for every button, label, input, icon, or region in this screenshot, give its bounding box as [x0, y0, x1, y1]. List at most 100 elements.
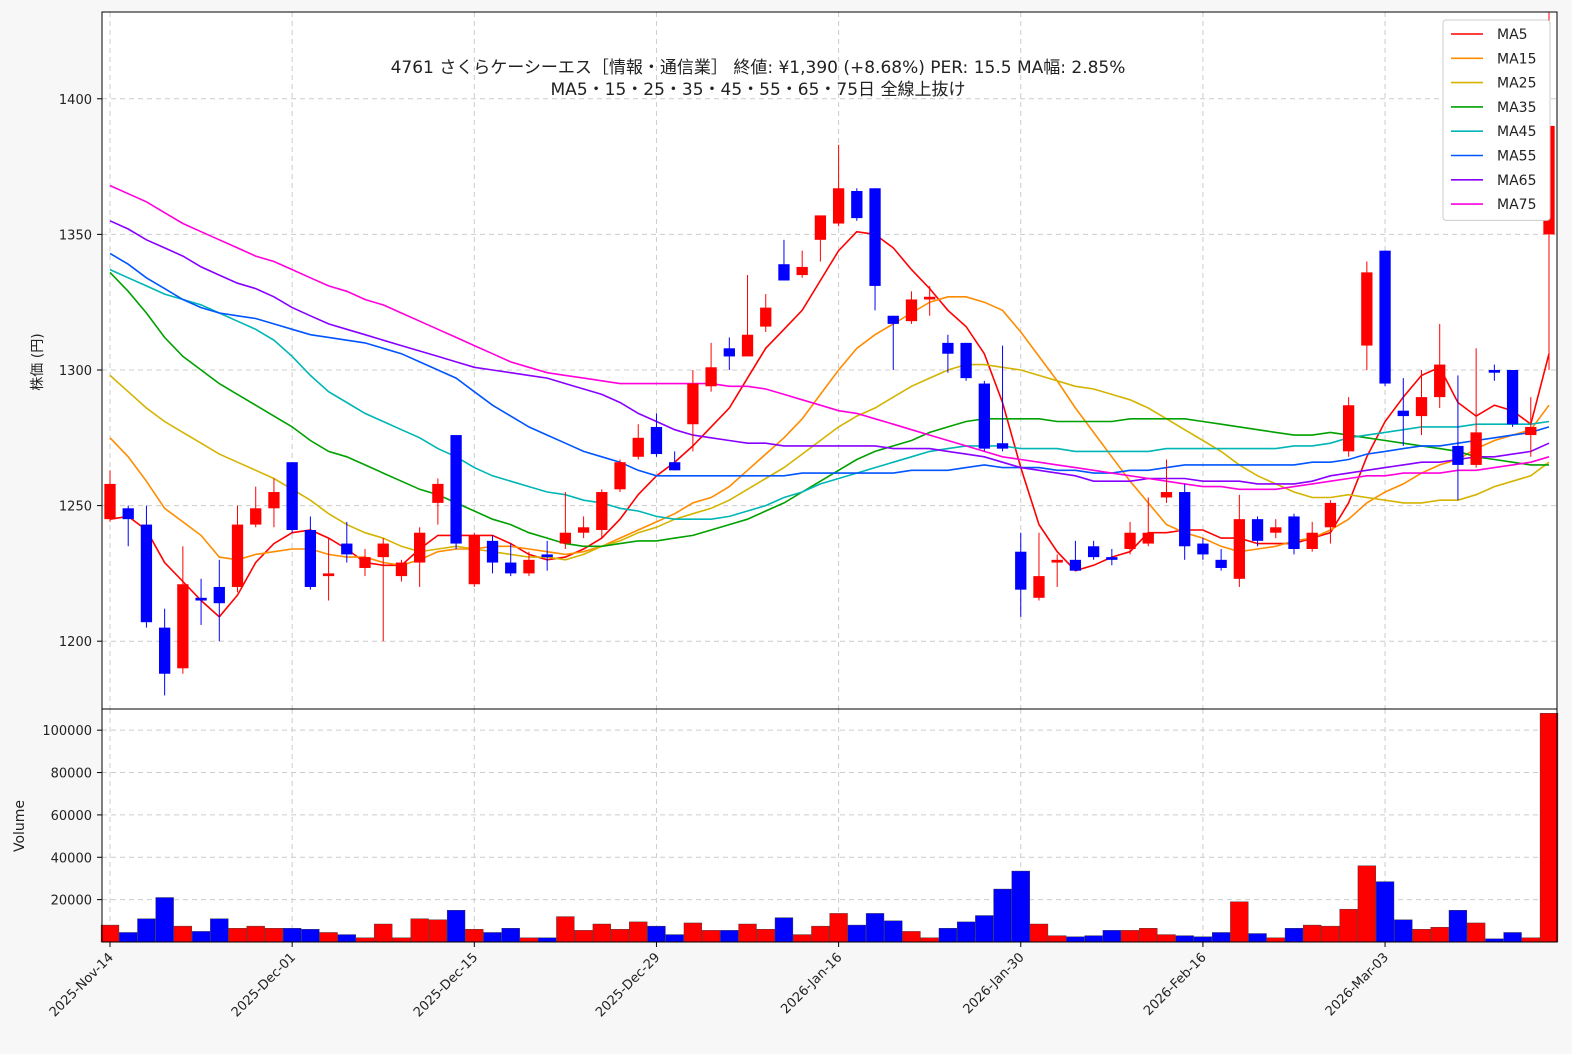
volume-bar	[283, 928, 302, 943]
legend-label: MA55	[1497, 149, 1536, 165]
price-y-ticks: 1200 1250 1300 1350 1400	[59, 93, 102, 650]
candle-body-down	[1288, 516, 1300, 549]
candle-body-down	[195, 597, 207, 601]
candle-body-up	[359, 557, 371, 568]
candle-body-down	[996, 443, 1009, 449]
price-tick-label: 1300	[59, 364, 92, 379]
candle-body-up	[905, 299, 918, 322]
candle-body-up	[1051, 559, 1063, 563]
volume-bar	[1394, 919, 1413, 943]
candle-body-down	[1069, 559, 1082, 571]
candle-body-up	[231, 524, 244, 587]
candle-body-up	[1525, 426, 1537, 436]
volume-bar	[1212, 932, 1231, 943]
volume-bar	[483, 932, 502, 943]
candle-body-down	[869, 188, 881, 286]
candle-body-up	[1324, 502, 1337, 528]
volume-y-axis-label: Volume	[12, 800, 28, 852]
volume-bar	[629, 921, 648, 943]
candle-body-up	[1470, 432, 1482, 465]
volume-bar	[1539, 713, 1559, 943]
candle-body-down	[723, 348, 735, 357]
candle-body-up	[322, 573, 335, 577]
candle-body-down	[1087, 546, 1100, 558]
volume-bar	[720, 930, 739, 943]
volume-bar	[1303, 924, 1322, 943]
ma-line-ma75	[109, 184, 1550, 491]
volume-bar	[137, 918, 156, 943]
candle-body-up	[559, 532, 572, 544]
legend-label: MA15	[1497, 51, 1536, 67]
volume-bar	[774, 917, 794, 943]
volume-bar	[228, 928, 247, 943]
volume-bar	[446, 910, 466, 943]
volume-bar	[1467, 922, 1486, 943]
candle-body-up	[596, 492, 608, 531]
volume-bar	[392, 937, 411, 943]
volume-bar	[1266, 937, 1285, 943]
candle-body-up	[632, 437, 644, 457]
candle-body-down	[304, 530, 317, 587]
legend-label: MA25	[1497, 76, 1536, 92]
volume-bar	[811, 925, 830, 943]
candle-body-down	[1397, 410, 1409, 417]
candle-body-down	[122, 508, 134, 520]
volume-bar	[1175, 935, 1194, 943]
candle-body-down	[942, 342, 954, 354]
volume-bar	[592, 923, 611, 943]
volume-bar	[465, 929, 484, 943]
chart-title-line2: MA5・15・25・35・45・55・65・75日 全線上抜け	[551, 80, 966, 100]
volume-tick-label: 80000	[51, 767, 92, 782]
volume-bar	[1430, 926, 1449, 943]
volume-bar	[829, 913, 848, 943]
price-panel	[102, 12, 1557, 709]
volume-bar	[210, 918, 229, 943]
legend-label: MA5	[1497, 27, 1528, 43]
candle-body-up	[832, 188, 845, 224]
ma-line-ma45	[109, 268, 1550, 521]
candle-body-up	[1415, 397, 1428, 417]
volume-bar	[1193, 936, 1213, 943]
volume-bar	[1339, 908, 1358, 943]
candle-body-down	[1488, 369, 1501, 373]
candle-body-up	[924, 296, 936, 300]
volume-bar	[246, 925, 265, 943]
volume-bar	[1230, 901, 1249, 943]
candle-body-up	[177, 584, 189, 669]
candle-body-down	[650, 426, 663, 455]
volume-bar	[374, 923, 393, 943]
volume-bar	[683, 922, 703, 943]
volume-tick-label: 100000	[42, 724, 92, 739]
legend-label: MA65	[1497, 173, 1536, 189]
candle-body-down	[286, 462, 298, 531]
volume-bar	[865, 913, 885, 943]
candle-body-up	[1233, 519, 1245, 579]
candle-body-down	[158, 627, 171, 674]
candle-body-down	[1506, 369, 1519, 425]
candle-body-down	[1015, 551, 1027, 590]
volume-tick-label: 60000	[51, 809, 92, 824]
volume-bar	[884, 920, 903, 943]
volume-bar	[993, 888, 1012, 943]
volume-bar	[1066, 936, 1085, 943]
volume-bar	[738, 923, 757, 943]
volume-panel	[102, 709, 1557, 942]
candle-body-down	[851, 190, 863, 219]
candle-body-down	[1215, 559, 1227, 568]
volume-bar	[975, 915, 994, 943]
volume-grid	[102, 709, 1557, 942]
candle-body-up	[741, 334, 754, 357]
price-y-axis-label: 株価 (円)	[30, 333, 46, 390]
candle-body-up	[1160, 492, 1173, 498]
volume-bar	[538, 937, 557, 943]
ma-line-ma55	[109, 252, 1550, 477]
volume-tick-label: 20000	[51, 894, 92, 909]
candle-body-up	[523, 559, 535, 574]
volume-bar	[319, 932, 338, 943]
volume-bar	[1503, 932, 1522, 943]
volume-bar	[847, 924, 866, 943]
candle-body-down	[960, 342, 972, 379]
candle-body-down	[486, 540, 499, 563]
volume-bar	[610, 929, 630, 943]
